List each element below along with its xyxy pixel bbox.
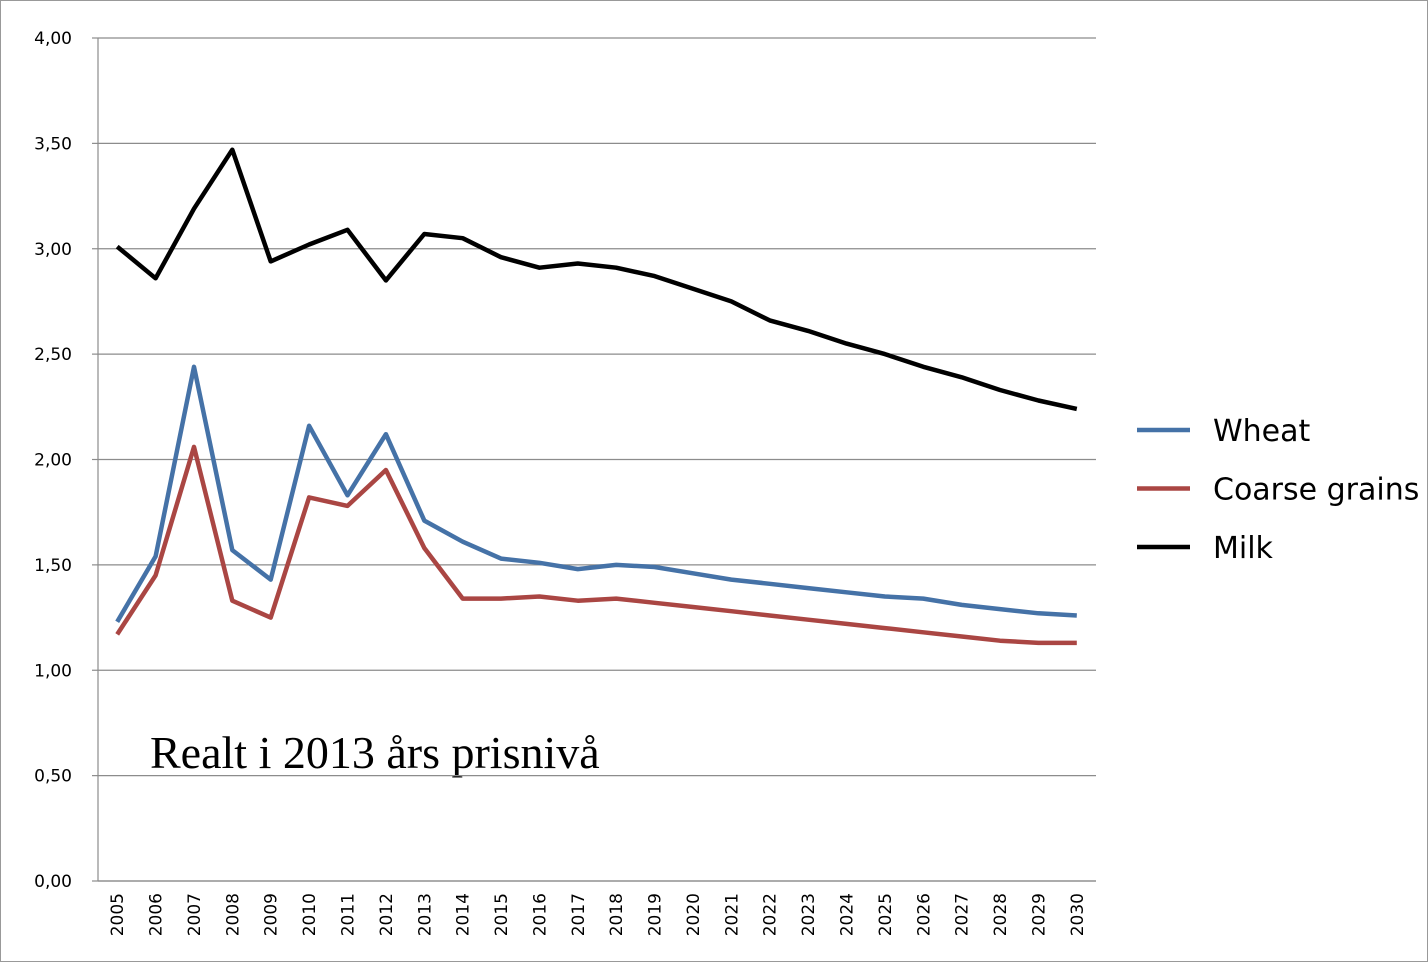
x-tick-label: 2009 (262, 893, 282, 936)
series-line (115, 147, 1078, 412)
y-tick-label: 1,00 (34, 661, 72, 681)
y-tick-label: 0,50 (34, 767, 72, 787)
y-tick-label: 2,00 (34, 451, 72, 471)
x-tick-label: 2006 (147, 893, 167, 936)
x-tick-label: 2022 (761, 893, 781, 936)
x-tick-label: 2017 (569, 893, 589, 936)
x-tick-label: 2029 (1029, 893, 1049, 936)
x-tick-label: 2010 (300, 893, 320, 936)
x-tick-label: 2008 (223, 893, 243, 936)
x-tick-label: 2015 (492, 893, 512, 936)
x-tick-label: 2020 (684, 893, 704, 936)
y-tick-label: 2,50 (34, 345, 72, 365)
x-tick-label: 2016 (530, 893, 550, 936)
x-tick-label: 2025 (876, 893, 896, 936)
x-tick-label: 2030 (1068, 893, 1088, 936)
y-tick-label: 3,00 (34, 240, 72, 260)
legend-label: Coarse grains (1213, 473, 1419, 508)
legend-label: Milk (1213, 531, 1274, 566)
y-tick-label: 3,50 (34, 134, 72, 154)
x-tick-label: 2019 (646, 893, 666, 936)
series-line (115, 444, 1077, 646)
x-tick-label: 2012 (377, 893, 397, 936)
x-tick-label: 2021 (722, 893, 742, 936)
series-line (115, 364, 1077, 623)
x-tick-label: 2011 (339, 893, 359, 936)
x-tick-label: 2026 (914, 893, 934, 936)
y-tick-label: 0,00 (34, 872, 72, 892)
y-tick-label: 1,50 (34, 556, 72, 576)
x-tick-label: 2014 (454, 893, 474, 936)
legend-label: Wheat (1213, 414, 1311, 449)
annotation: Realt i 2013 års prisnivå (150, 727, 600, 778)
x-tick-label: 2007 (185, 893, 205, 936)
x-tick-label: 2018 (607, 893, 627, 936)
y-tick-label: 4,00 (34, 29, 72, 49)
x-tick-label: 2028 (991, 893, 1011, 936)
x-tick-label: 2005 (108, 893, 128, 936)
x-tick-label: 2023 (799, 893, 819, 936)
x-tick-label: 2024 (838, 893, 858, 936)
x-tick-label: 2027 (953, 893, 973, 936)
x-tick-label: 2013 (415, 893, 435, 936)
